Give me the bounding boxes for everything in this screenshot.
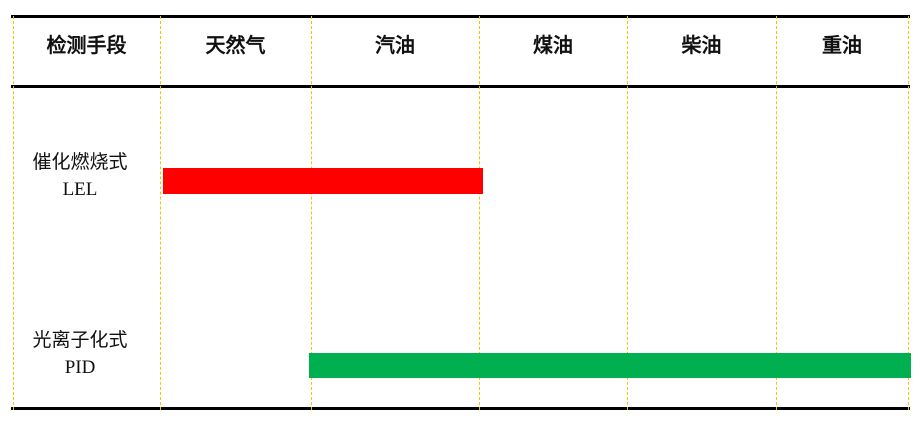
gridline bbox=[776, 16, 777, 410]
header-diesel: 柴油 bbox=[681, 33, 722, 57]
bottom-border bbox=[11, 407, 910, 410]
header-heavy-oil: 重油 bbox=[822, 33, 862, 57]
header-kerosene: 煤油 bbox=[533, 33, 573, 57]
range-bar-pid bbox=[309, 353, 911, 378]
row-label-lel: 催化燃烧式 LEL bbox=[10, 148, 150, 204]
header-method: 检测手段 bbox=[46, 33, 127, 57]
range-bar-lel bbox=[163, 168, 483, 194]
row-label-pid: 光离子化式 PID bbox=[10, 326, 150, 382]
gridline bbox=[13, 16, 14, 410]
row-name: 光离子化式 bbox=[32, 329, 128, 351]
header-divider bbox=[11, 85, 910, 88]
gridline bbox=[627, 16, 628, 410]
header-gasoline: 汽油 bbox=[375, 33, 415, 57]
row-abbr: LEL bbox=[62, 179, 98, 200]
row-name: 催化燃烧式 bbox=[32, 151, 128, 173]
top-border bbox=[11, 15, 910, 18]
gridline bbox=[311, 16, 312, 410]
gridline bbox=[908, 16, 909, 410]
gridline bbox=[160, 16, 161, 410]
row-abbr: PID bbox=[64, 357, 96, 378]
header-natural-gas: 天然气 bbox=[205, 33, 266, 57]
gridline bbox=[479, 16, 480, 410]
